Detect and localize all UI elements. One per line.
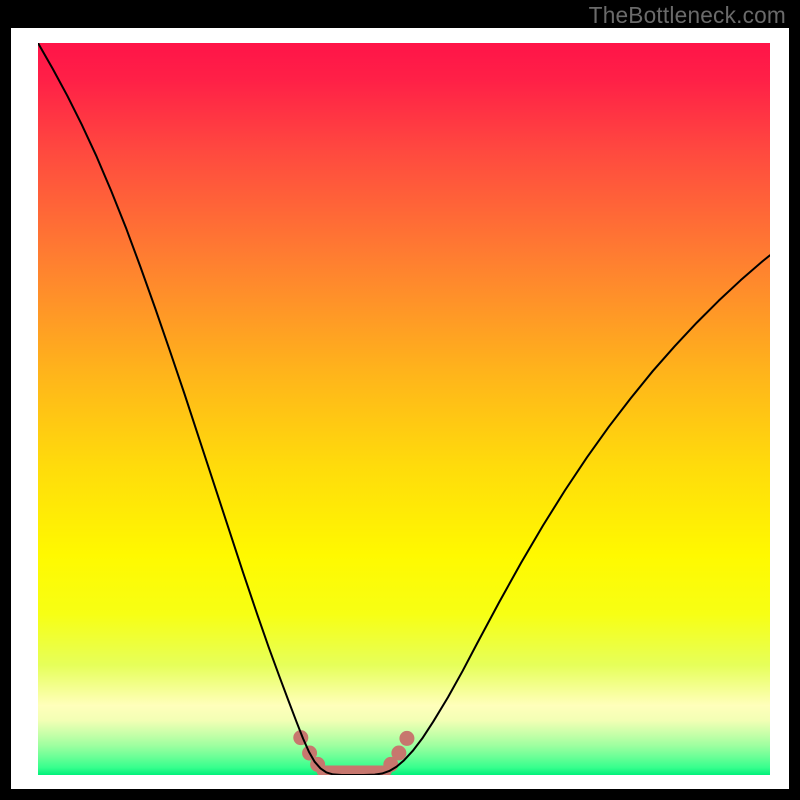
border-right: [789, 0, 800, 800]
plot-area: [38, 43, 770, 775]
bottom-dot: [391, 746, 406, 761]
figure-root: TheBottleneck.com: [0, 0, 800, 800]
plot-svg: [38, 43, 770, 775]
border-left: [0, 0, 11, 800]
border-bottom: [0, 789, 800, 800]
plot-background: [38, 43, 770, 775]
watermark-text: TheBottleneck.com: [589, 2, 786, 29]
bottom-dot: [399, 731, 414, 746]
